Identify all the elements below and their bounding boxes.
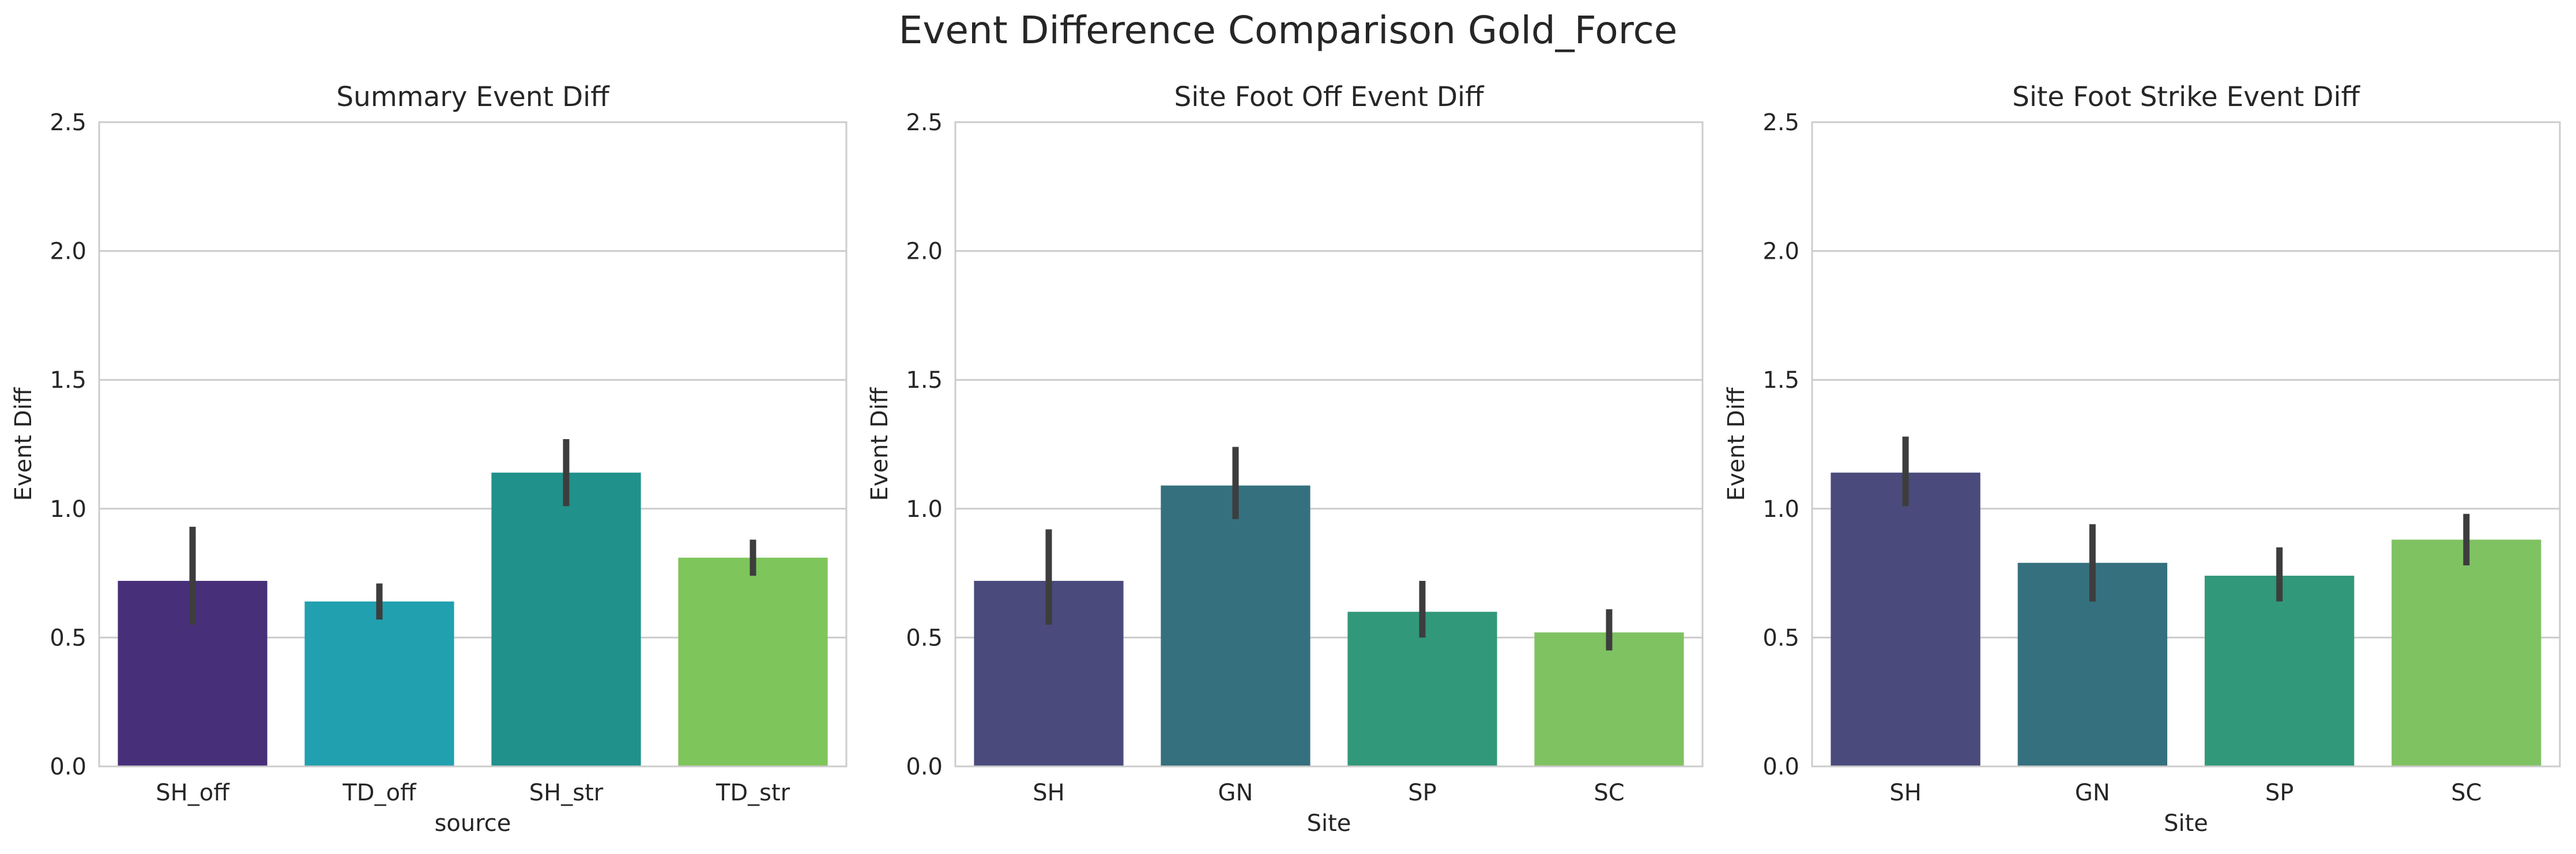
axes-frame [1811, 121, 2561, 768]
y-tick-label: 2.5 [50, 109, 86, 136]
panel-title: Summary Event Diff [336, 81, 610, 113]
y-tick-label: 2.5 [1762, 109, 1799, 136]
x-tick-label: SH_str [529, 780, 604, 806]
y-axis-label: Event Diff [1723, 387, 1750, 501]
x-axis-label: Site [2164, 810, 2208, 837]
figure-title: Event Difference Comparison Gold_Force [899, 8, 1678, 52]
bar-sc [2392, 539, 2541, 766]
y-tick-label: 0.0 [906, 754, 943, 780]
y-tick-label: 2.0 [50, 239, 86, 265]
x-tick-label: GN [1218, 780, 1253, 806]
y-tick-label: 1.0 [50, 496, 86, 523]
y-tick-label: 0.5 [906, 625, 943, 651]
panel-3: 0.0 0.5 1.0 1.5 2.0 2.5 SH GN SP SC Site Foot Stri… [1723, 81, 2561, 837]
x-tick-label: SH [1033, 780, 1064, 806]
bar-sp [2204, 576, 2355, 766]
bar-td-off [304, 601, 454, 766]
bar-sh-str [491, 473, 641, 766]
axes-frame [98, 121, 848, 768]
y-tick-label: 0.0 [50, 754, 86, 780]
x-tick-label: TD_off [342, 780, 417, 806]
y-tick-label: 1.5 [50, 367, 86, 394]
y-axis-label: Event Diff [10, 387, 37, 501]
y-tick-label: 2.5 [906, 109, 943, 136]
x-axis-label: Site [1307, 810, 1351, 837]
panel-title: Site Foot Strike Event Diff [2012, 81, 2360, 113]
x-axis-label: source [435, 810, 511, 837]
bar-sc [1534, 632, 1684, 766]
x-tick-label: SP [2265, 780, 2294, 806]
x-tick-label: SC [1594, 780, 1624, 806]
y-tick-label: 1.5 [906, 367, 943, 394]
x-tick-label: SH [1889, 780, 1921, 806]
panel-title: Site Foot Off Event Diff [1174, 81, 1485, 113]
x-tick-label: SH_off [156, 780, 230, 806]
y-tick-label: 0.0 [1762, 754, 1799, 780]
x-tick-label: TD_str [715, 780, 790, 806]
y-tick-label: 0.5 [1762, 625, 1799, 651]
panel-2: 0.0 0.5 1.0 1.5 2.0 2.5 SH GN SP SC Site Foot Off … [867, 81, 1704, 837]
x-tick-label: SC [2451, 780, 2481, 806]
axes-frame [954, 121, 1704, 768]
y-axis-label: Event Diff [867, 387, 893, 501]
y-tick-label: 1.0 [906, 496, 943, 523]
x-tick-label: GN [2075, 780, 2110, 806]
panel-1: 0.0 0.5 1.0 1.5 2.0 2.5 SH_off TD_off SH_str TD_s… [10, 81, 848, 837]
y-tick-label: 2.0 [1762, 239, 1799, 265]
y-tick-label: 1.0 [1762, 496, 1799, 523]
x-tick-label: SP [1408, 780, 1437, 806]
bar-gn [1161, 485, 1310, 766]
bar-td-str [678, 557, 828, 766]
y-tick-label: 2.0 [906, 239, 943, 265]
bar-sh [1831, 473, 1980, 766]
y-tick-label: 0.5 [50, 625, 86, 651]
panels: 0.0 0.5 1.0 1.5 2.0 2.5 SH_off TD_off SH_str TD_s… [10, 81, 2561, 837]
y-tick-label: 1.5 [1762, 367, 1799, 394]
